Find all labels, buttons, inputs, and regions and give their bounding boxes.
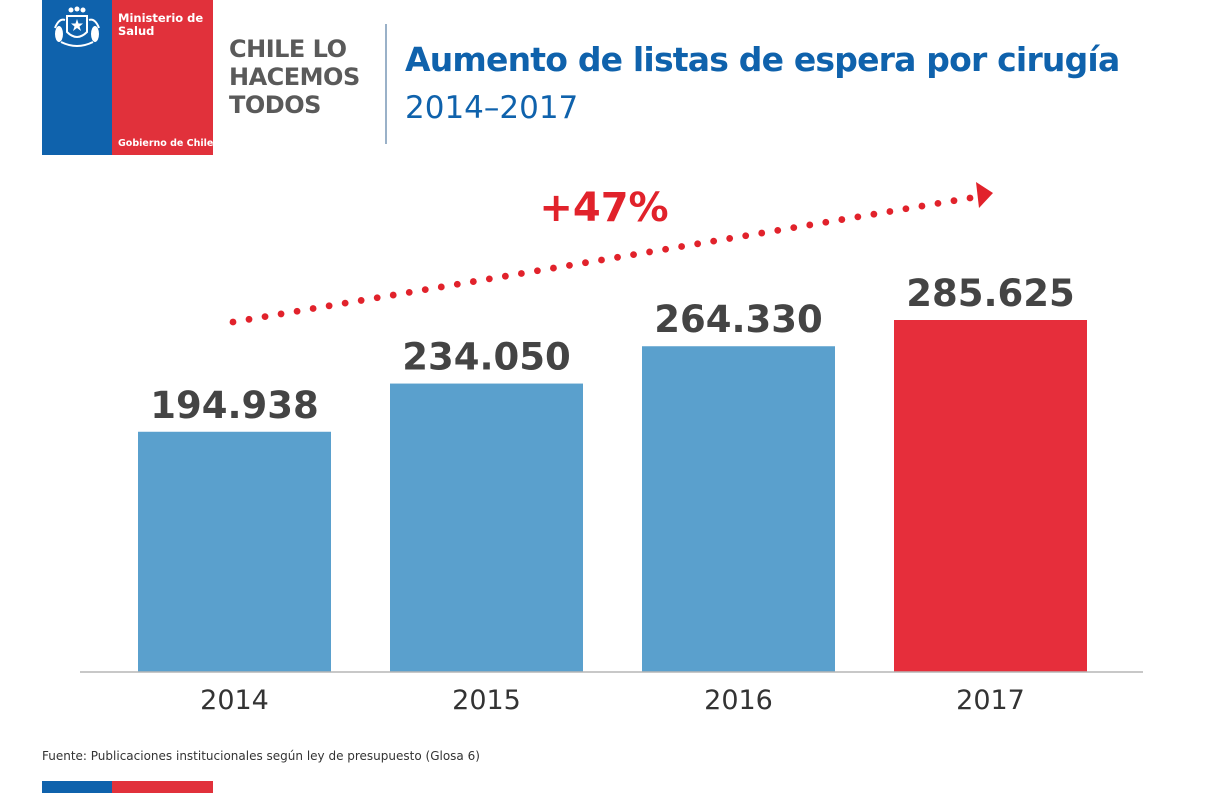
trend-dot bbox=[293, 307, 301, 315]
trend-dot bbox=[646, 248, 653, 256]
trend-dot bbox=[357, 297, 365, 304]
trend-dot bbox=[534, 267, 541, 275]
slogan-line: HACEMOS bbox=[229, 63, 360, 91]
chart-subtitle: 2014–2017 bbox=[405, 90, 579, 126]
trend-arrow bbox=[229, 182, 993, 326]
trend-dot bbox=[918, 202, 926, 210]
trend-dot bbox=[902, 205, 910, 213]
footer-stripe-red bbox=[112, 781, 213, 793]
value-label-2016: 264.330 bbox=[654, 298, 823, 341]
trend-dot bbox=[598, 256, 605, 264]
trend-dot bbox=[405, 288, 413, 296]
ministerio-logo: Ministerio de Salud Gobierno de Chile bbox=[42, 0, 213, 155]
slogan-line: CHILE LO bbox=[229, 35, 347, 63]
trend-dot bbox=[726, 235, 734, 242]
chart-title: Aumento de listas de espera por cirugía bbox=[405, 40, 1120, 79]
trend-dot bbox=[614, 253, 621, 261]
chile-coat-of-arms-icon bbox=[54, 6, 100, 47]
trend-dot bbox=[469, 278, 477, 285]
trend-dot bbox=[854, 213, 862, 221]
trend-dot bbox=[245, 315, 253, 323]
trend-dot bbox=[838, 216, 846, 223]
trend-dot bbox=[662, 245, 669, 253]
value-label-2014: 194.938 bbox=[150, 384, 319, 427]
trend-dot bbox=[421, 286, 429, 294]
logo-ministry-text: Ministerio de Salud bbox=[118, 11, 204, 38]
trend-dot bbox=[630, 251, 637, 259]
growth-annotation: +47% bbox=[539, 185, 668, 231]
bar-2016 bbox=[642, 346, 835, 672]
trend-dot bbox=[678, 243, 686, 250]
trend-dot bbox=[966, 194, 974, 202]
trend-dot bbox=[517, 270, 525, 277]
trend-dot bbox=[742, 232, 750, 240]
trend-dot bbox=[694, 240, 702, 248]
trend-dot bbox=[950, 197, 958, 205]
trend-dot bbox=[822, 218, 830, 226]
value-labels-group: 194.938 234.050 264.330 285.625 bbox=[150, 272, 1075, 427]
header-divider bbox=[385, 24, 387, 144]
footer-flag-stripe bbox=[42, 781, 213, 793]
trend-dot bbox=[437, 283, 445, 291]
trend-dot bbox=[325, 302, 333, 310]
source-note: Fuente: Publicaciones institucionales se… bbox=[42, 749, 480, 763]
x-tick-labels-group: 2014 2015 2016 2017 bbox=[200, 685, 1025, 716]
x-tick-label-2016: 2016 bbox=[704, 685, 773, 716]
trend-dot bbox=[550, 264, 557, 272]
slogan: CHILE LO HACEMOS TODOS bbox=[229, 35, 360, 119]
logo-blue-field bbox=[42, 0, 112, 155]
bar-2015 bbox=[390, 383, 583, 672]
trend-dot bbox=[774, 226, 782, 234]
trend-dot bbox=[934, 199, 942, 207]
trend-dot bbox=[870, 210, 878, 218]
value-label-2017: 285.625 bbox=[906, 272, 1075, 315]
trend-dot bbox=[710, 237, 718, 245]
trend-dot bbox=[261, 313, 269, 321]
bars-group bbox=[138, 320, 1087, 672]
logo-red-field: Ministerio de Salud Gobierno de Chile bbox=[112, 0, 213, 155]
value-label-2015: 234.050 bbox=[402, 336, 571, 379]
trend-dot bbox=[566, 261, 573, 269]
trend-dot bbox=[485, 275, 493, 283]
slogan-line: TODOS bbox=[229, 91, 321, 119]
trend-dot bbox=[277, 310, 285, 318]
trend-dot bbox=[806, 221, 814, 229]
trend-dot bbox=[501, 272, 509, 280]
trend-dot bbox=[886, 208, 894, 215]
trend-dot bbox=[229, 318, 237, 326]
x-tick-label-2017: 2017 bbox=[956, 685, 1025, 716]
trend-dot bbox=[582, 259, 589, 267]
bar-2017 bbox=[894, 320, 1087, 672]
bar-2014 bbox=[138, 431, 331, 672]
trend-dot bbox=[341, 299, 349, 307]
trend-dot bbox=[453, 280, 461, 288]
trend-arrowhead bbox=[976, 182, 993, 208]
logo-gov-text: Gobierno de Chile bbox=[118, 138, 214, 149]
trend-dot bbox=[758, 229, 766, 237]
trend-dot bbox=[309, 305, 317, 312]
trend-dot bbox=[389, 291, 397, 299]
x-tick-label-2014: 2014 bbox=[200, 685, 269, 716]
x-tick-label-2015: 2015 bbox=[452, 685, 521, 716]
trend-dot bbox=[790, 224, 798, 232]
trend-dot bbox=[373, 294, 381, 302]
footer-stripe-blue bbox=[42, 781, 112, 793]
